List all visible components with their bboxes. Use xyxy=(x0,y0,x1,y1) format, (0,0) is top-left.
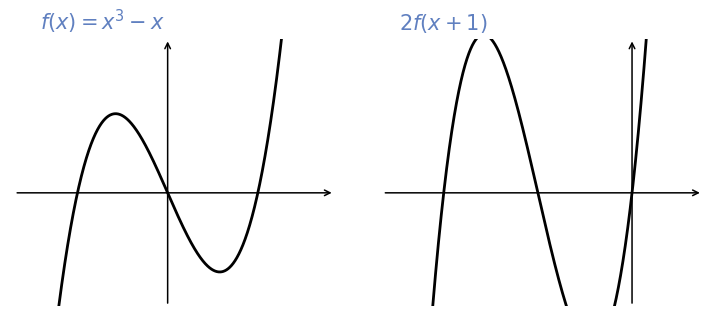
Text: $f(x) = x^3 - x$: $f(x) = x^3 - x$ xyxy=(40,8,165,36)
Text: $2f(x+1)$: $2f(x+1)$ xyxy=(399,12,487,35)
